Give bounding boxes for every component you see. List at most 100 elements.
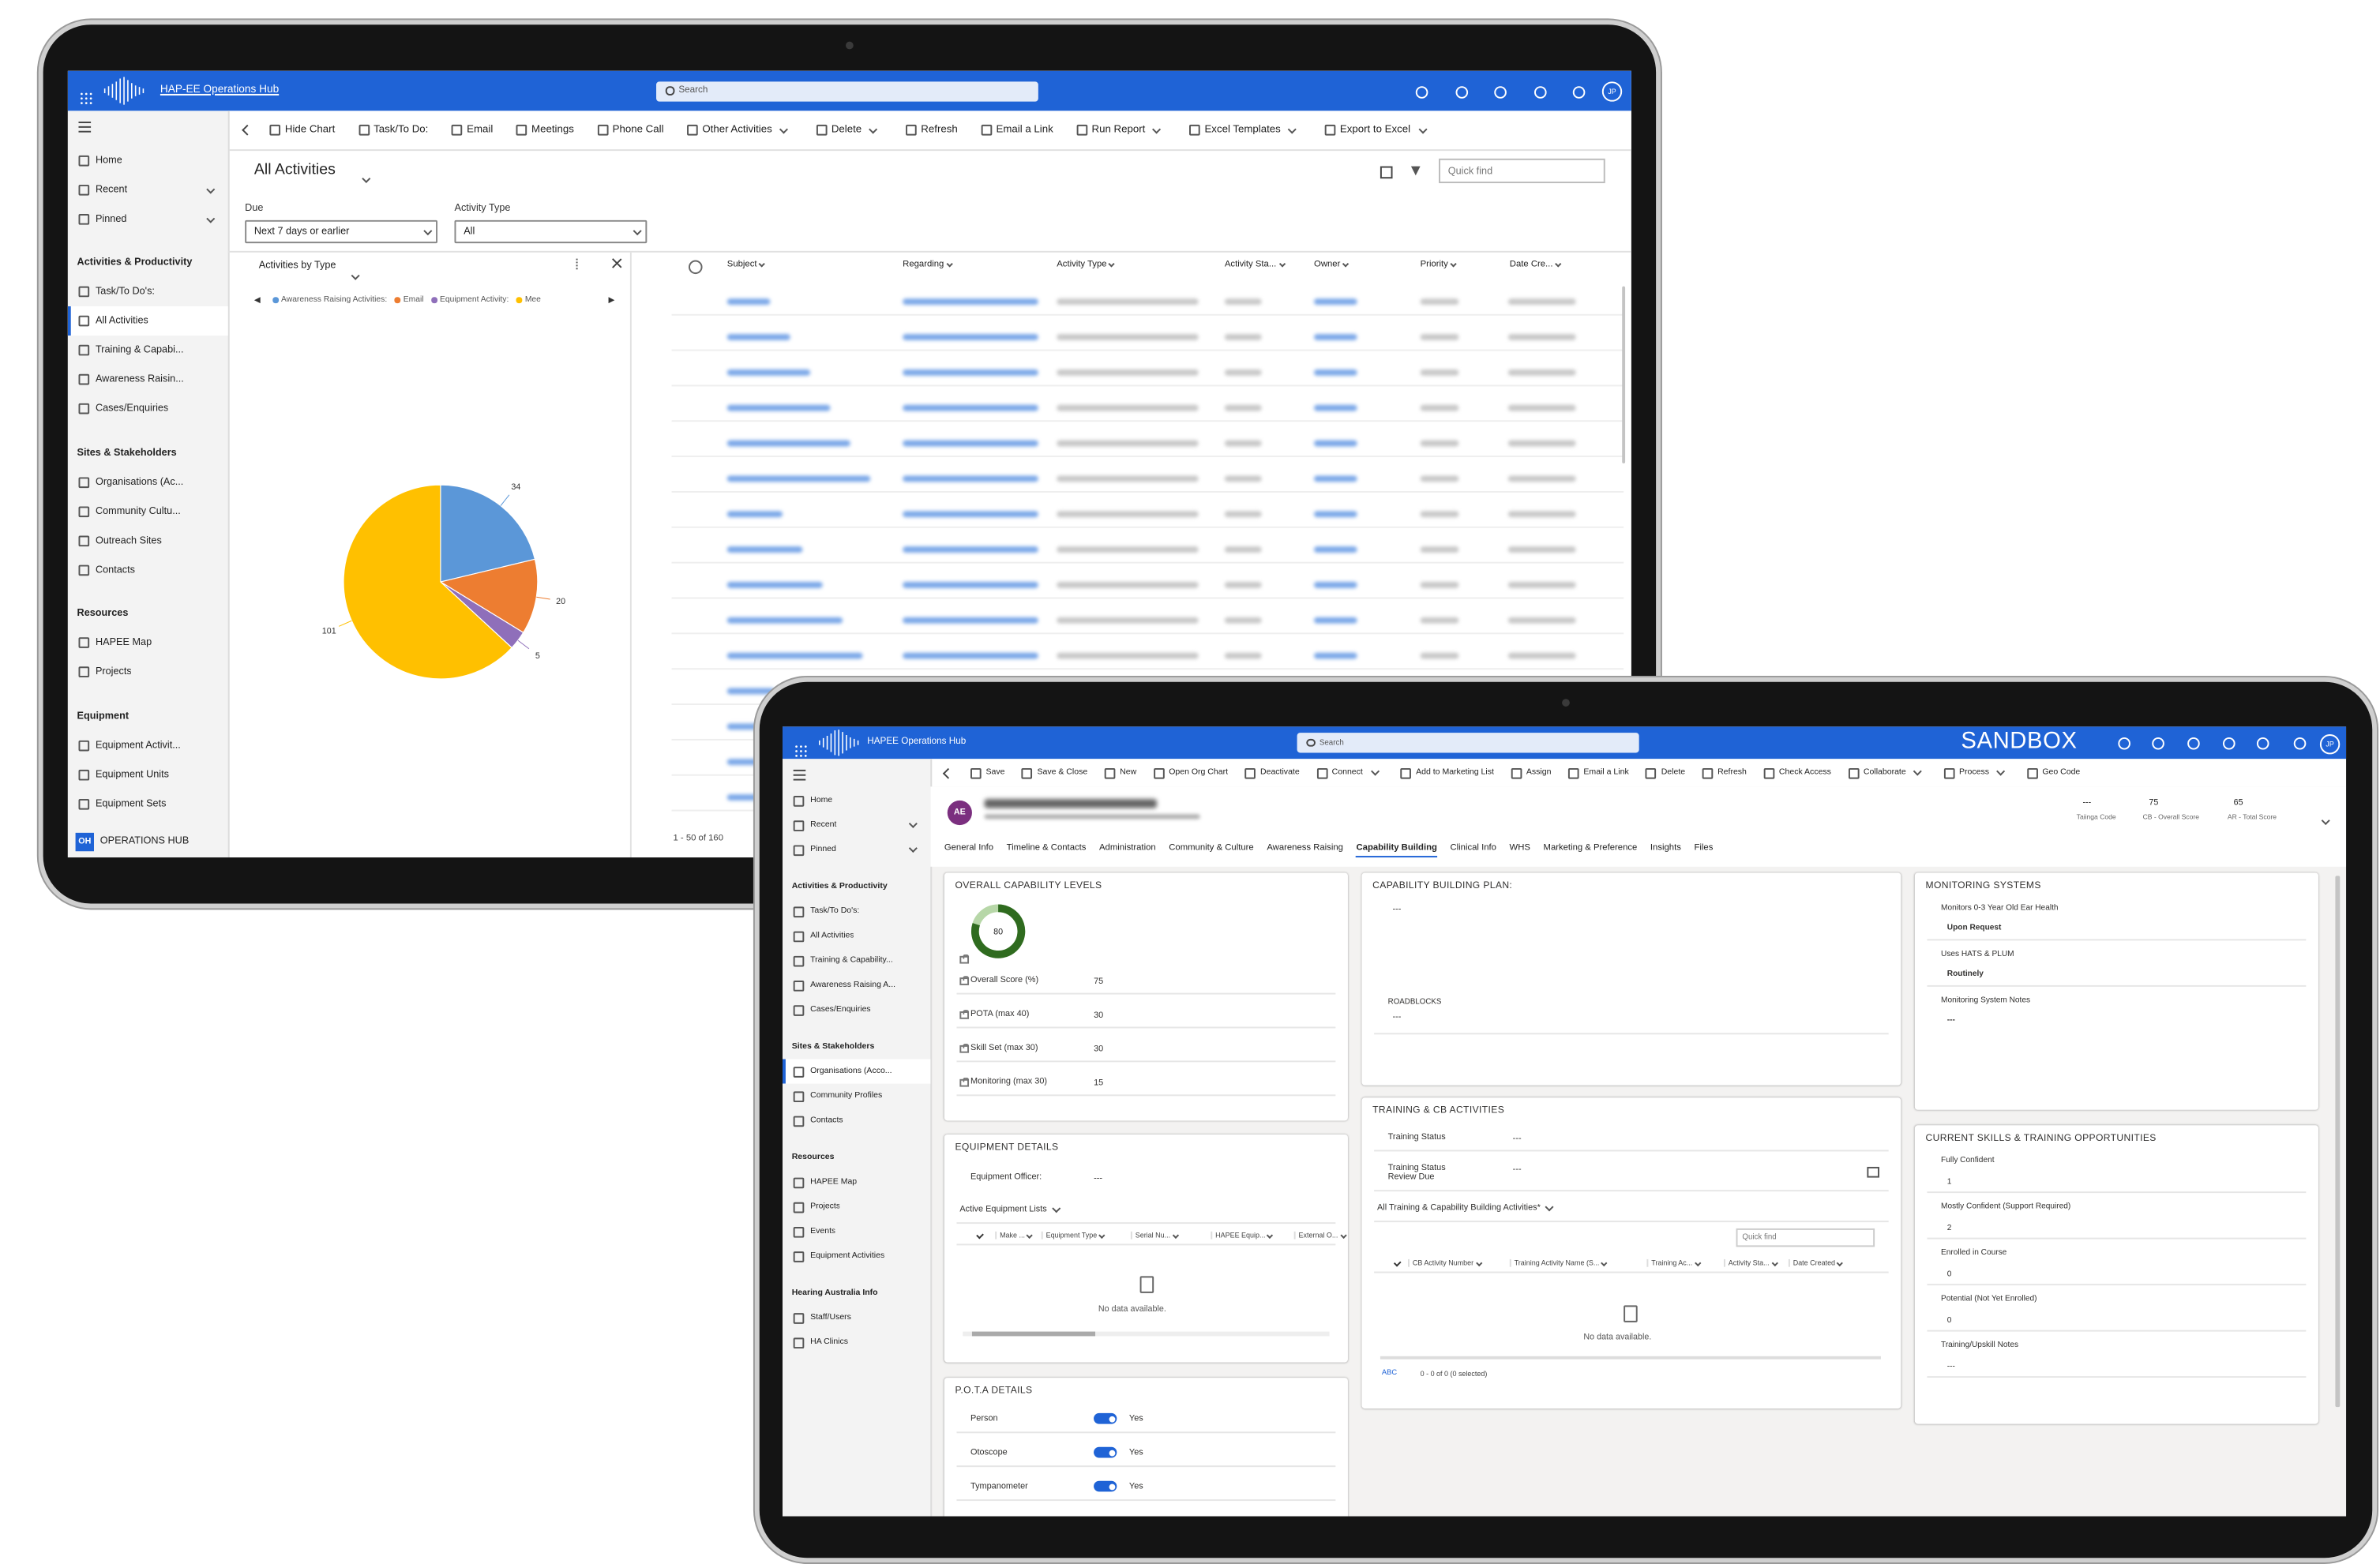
tab[interactable]: Marketing & Preference — [1543, 843, 1638, 853]
tab[interactable]: Administration — [1099, 843, 1156, 853]
command-button[interactable]: Run Report — [1076, 124, 1166, 136]
tab[interactable]: Timeline & Contacts — [1006, 843, 1087, 853]
nav-item[interactable]: Staff/Users — [783, 1306, 930, 1330]
header-icon[interactable] — [2293, 737, 2307, 750]
view-title[interactable]: All Activities — [253, 161, 336, 179]
column-header[interactable]: External O... — [1293, 1231, 1346, 1240]
nav-item[interactable]: Community Profiles — [783, 1084, 930, 1108]
command-button[interactable]: Hide Chart — [269, 124, 335, 136]
subgrid-title[interactable]: All Training & Capability Building Activ… — [1377, 1202, 1558, 1213]
command-button[interactable]: Email — [451, 124, 493, 136]
command-button[interactable]: Process — [1943, 767, 2010, 778]
header-icon[interactable] — [1533, 85, 1547, 98]
nav-item[interactable]: Task/To Do's: — [68, 278, 228, 307]
app-launcher[interactable] — [795, 737, 808, 756]
command-button[interactable]: Connect — [1316, 767, 1383, 778]
search-box[interactable]: Search — [1297, 733, 1639, 753]
close-button[interactable] — [610, 257, 623, 270]
area-switcher[interactable]: OH OPERATIONS HUB — [68, 825, 228, 857]
column-header[interactable]: CB Activity Number — [1408, 1258, 1481, 1267]
nav-item[interactable]: Recent — [68, 175, 228, 204]
nav-item[interactable]: Equipment Units — [68, 760, 228, 790]
nav-item[interactable]: Outreach Sites — [68, 526, 228, 555]
header-icon[interactable] — [2118, 737, 2130, 750]
calendar-icon[interactable] — [1867, 1166, 1879, 1178]
nav-item[interactable]: HAPEE Map — [68, 628, 228, 658]
command-button[interactable]: Delete — [816, 124, 882, 136]
tab[interactable]: Awareness Raising — [1267, 843, 1343, 853]
tab[interactable]: Capability Building — [1356, 843, 1437, 858]
menu-button[interactable] — [78, 122, 92, 133]
command-button[interactable]: Export to Excel — [1324, 124, 1431, 136]
column-header[interactable]: Serial Nu... — [1130, 1231, 1178, 1240]
nav-item[interactable]: Contacts — [783, 1108, 930, 1133]
command-button[interactable]: Delete — [1646, 767, 1685, 778]
column-header[interactable]: Owner — [1314, 260, 1350, 269]
tab[interactable]: General Info — [944, 843, 994, 853]
back-button[interactable] — [942, 767, 954, 778]
command-button[interactable]: Collaborate — [1848, 767, 1927, 778]
column-header[interactable]: Training Ac... — [1646, 1258, 1701, 1267]
command-button[interactable]: Meetings — [516, 124, 574, 136]
command-button[interactable]: Save — [970, 767, 1005, 778]
nav-item[interactable]: Events — [783, 1220, 930, 1244]
tab[interactable]: WHS — [1509, 843, 1530, 853]
app-title[interactable]: HAPEE Operations Hub — [867, 736, 967, 746]
nav-item[interactable]: Training & Capabi... — [68, 336, 228, 366]
nav-item[interactable]: HA Clinics — [783, 1330, 930, 1355]
toggle[interactable] — [1094, 1480, 1117, 1492]
more-button[interactable] — [576, 258, 580, 270]
nav-item[interactable]: Contacts — [68, 555, 228, 584]
command-button[interactable]: Save & Close — [1021, 767, 1087, 778]
command-button[interactable]: Phone Call — [597, 124, 664, 136]
header-icon[interactable] — [2223, 737, 2235, 750]
header-icon[interactable] — [1455, 85, 1469, 98]
column-header[interactable]: HAPEE Equip... — [1211, 1231, 1274, 1240]
nav-item[interactable]: Recent — [783, 813, 930, 838]
nav-item[interactable]: All Activities — [783, 924, 930, 948]
legend-next[interactable] — [608, 297, 615, 304]
column-header[interactable]: Regarding — [903, 260, 953, 269]
nav-item[interactable]: Pinned — [783, 838, 930, 862]
command-button[interactable]: Geo Code — [2026, 767, 2080, 778]
nav-item[interactable]: All Activities — [67, 306, 228, 336]
nav-item[interactable]: Home — [68, 146, 228, 175]
nav-item[interactable]: Pinned — [68, 204, 228, 234]
column-header[interactable]: Training Activity Name (S... — [1509, 1258, 1608, 1267]
command-button[interactable]: Check Access — [1763, 767, 1831, 778]
column-header[interactable]: Subject — [727, 260, 766, 269]
command-button[interactable]: Excel Templates — [1188, 124, 1301, 136]
user-avatar[interactable]: JP — [2319, 733, 2341, 754]
filter-dropdown[interactable]: Next 7 days or earlier — [245, 219, 438, 244]
header-icon[interactable] — [1494, 85, 1507, 98]
command-button[interactable]: Assign — [1511, 767, 1551, 778]
command-button[interactable]: Deactivate — [1244, 767, 1300, 778]
nav-item[interactable]: Equipment Activit... — [68, 731, 228, 760]
legend-prev[interactable] — [253, 297, 261, 304]
command-button[interactable]: Open Org Chart — [1153, 767, 1228, 778]
column-header[interactable]: Activity Type — [1057, 260, 1116, 269]
header-icon[interactable] — [1572, 85, 1586, 98]
nav-item[interactable]: Cases/Enquiries — [68, 395, 228, 424]
search-box[interactable]: Search — [656, 81, 1038, 101]
nav-item[interactable]: Training & Capability... — [783, 948, 930, 973]
menu-button[interactable] — [793, 769, 806, 781]
column-header[interactable]: Activity Sta... — [1225, 260, 1286, 269]
app-launcher[interactable] — [80, 84, 92, 105]
back-button[interactable] — [242, 124, 253, 136]
command-button[interactable]: Other Activities — [686, 124, 793, 136]
command-button[interactable]: New — [1104, 767, 1136, 778]
column-header[interactable]: Date Created — [1788, 1258, 1843, 1267]
nav-item[interactable]: Projects — [68, 658, 228, 687]
command-button[interactable]: Refresh — [1702, 767, 1747, 778]
nav-item[interactable]: Awareness Raisin... — [68, 366, 228, 395]
select-all[interactable] — [1393, 1258, 1401, 1266]
column-header[interactable]: Make ... — [995, 1231, 1033, 1240]
toggle[interactable] — [1094, 1446, 1117, 1458]
nav-item[interactable]: Projects — [783, 1195, 930, 1219]
tab[interactable]: Files — [1694, 843, 1714, 853]
command-button[interactable]: Add to Marketing List — [1400, 767, 1494, 778]
nav-item[interactable]: HAPEE Map — [783, 1170, 930, 1195]
column-header[interactable]: Date Cre... — [1510, 260, 1562, 269]
nav-item[interactable]: Cases/Enquiries — [783, 998, 930, 1022]
